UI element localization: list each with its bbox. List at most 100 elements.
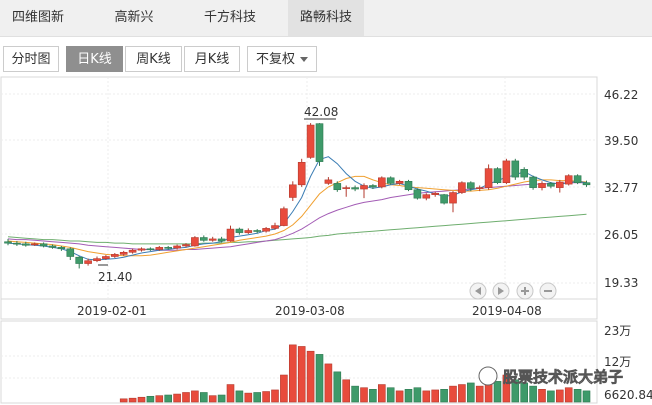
date-tick: 2019-04-08 <box>472 304 542 318</box>
volume-bar <box>538 389 546 403</box>
volume-bar <box>377 384 386 403</box>
candle-body <box>280 208 288 226</box>
candle-body <box>315 123 324 162</box>
candle-body <box>57 247 66 250</box>
candle-body <box>511 160 520 178</box>
adjust-dropdown[interactable]: 不复权 <box>247 46 317 72</box>
ma60-line <box>7 213 587 245</box>
candle-body <box>111 254 119 257</box>
candle-body <box>128 249 137 253</box>
scroll-left-button[interactable] <box>469 282 487 300</box>
candle-body <box>191 237 199 247</box>
candle-body <box>564 175 573 185</box>
volume-bar <box>573 389 582 403</box>
candle-body <box>155 247 164 250</box>
candle-body <box>262 228 270 232</box>
gridlines <box>1 77 597 379</box>
candle-body <box>547 183 555 187</box>
volume-bar <box>306 350 315 403</box>
volume-bar <box>128 397 137 403</box>
volume-bar <box>119 398 128 403</box>
candle-body <box>137 248 146 251</box>
scroll-right-button[interactable] <box>492 282 510 300</box>
candlesticks <box>4 123 591 269</box>
candle-body <box>253 230 261 232</box>
candle-body <box>449 192 457 204</box>
candle-body <box>431 192 440 195</box>
candle-body <box>297 162 306 186</box>
volume-bar <box>155 395 164 403</box>
volume-bar <box>297 346 306 403</box>
volume-bar <box>288 344 297 403</box>
volume-tick: 6620.84 <box>604 388 652 402</box>
volume-tick: 23万 <box>604 324 631 338</box>
volume-bar <box>564 387 573 403</box>
volume-tick: 12万 <box>604 355 631 369</box>
candle-body <box>235 228 244 233</box>
candle-body <box>244 230 253 233</box>
volume-bar <box>466 382 475 403</box>
candle-body <box>39 243 48 247</box>
volume-bar <box>493 381 502 403</box>
volume-bar <box>422 390 431 403</box>
monthly-k-button[interactable]: 月K线 <box>184 46 240 72</box>
high-price-label: 42.08 <box>304 105 338 119</box>
volume-bar <box>413 387 422 403</box>
tab-qianfang-keji[interactable]: 千方科技 <box>203 10 256 25</box>
tab-luchang-keji[interactable]: 路畅科技 <box>288 0 364 36</box>
price-panel-frame <box>0 76 598 320</box>
volume-bar <box>342 379 351 403</box>
tab-gaoxinxing[interactable]: 高新兴 <box>114 10 154 25</box>
candle-body <box>146 248 155 251</box>
volume-bar <box>502 374 511 403</box>
candle-body <box>75 256 83 264</box>
price-tick: 26.05 <box>604 228 638 242</box>
volume-bar <box>137 396 146 403</box>
volume-bar <box>360 387 368 403</box>
candle-body <box>119 251 128 255</box>
volume-bar <box>555 389 564 403</box>
volume-bar <box>324 363 333 403</box>
intraday-button[interactable]: 分时图 <box>3 46 59 72</box>
candle-body <box>271 225 279 229</box>
low-price-label: 21.40 <box>98 270 132 284</box>
candle-body <box>21 243 30 246</box>
volume-bar <box>529 385 537 403</box>
candle-body <box>386 177 395 184</box>
candle-body <box>164 247 172 249</box>
candle-body <box>13 242 21 245</box>
ma10-line <box>7 175 587 257</box>
candle-body <box>475 187 484 189</box>
candle-body <box>84 260 92 264</box>
price-tick: 39.50 <box>604 134 638 148</box>
candle-body <box>529 176 537 188</box>
zoom-in-button[interactable] <box>516 282 534 300</box>
candle-body <box>226 228 235 242</box>
candle-body <box>66 248 75 257</box>
plus-glyph <box>521 287 529 295</box>
date-tick: 2019-02-01 <box>77 304 147 318</box>
ma20-line <box>7 182 587 251</box>
volume-bar <box>235 390 244 403</box>
volume-bar <box>386 387 395 403</box>
candle-body <box>484 168 493 188</box>
candle-body <box>351 187 359 190</box>
volume-bar <box>182 392 190 403</box>
candle-body <box>48 245 57 248</box>
candle-body <box>173 245 181 249</box>
volume-panel-frame <box>0 320 598 404</box>
weekly-k-button[interactable]: 周K线 <box>125 46 182 72</box>
candle-body <box>538 183 546 188</box>
daily-k-button[interactable]: 日K线 <box>66 46 123 72</box>
volume-bar <box>404 389 413 403</box>
candle-body <box>217 238 226 242</box>
volume-bar <box>369 389 377 403</box>
watermark: 股票技术派大弟子 <box>478 366 623 386</box>
volume-bar <box>262 391 270 403</box>
volume-bar <box>431 389 440 403</box>
tab-siwei-tuxin[interactable]: 四维图新 <box>11 10 64 25</box>
candle-body <box>93 258 101 262</box>
zoom-out-button[interactable] <box>539 282 557 300</box>
volume-bar <box>208 395 217 403</box>
volume-bar <box>333 371 342 403</box>
